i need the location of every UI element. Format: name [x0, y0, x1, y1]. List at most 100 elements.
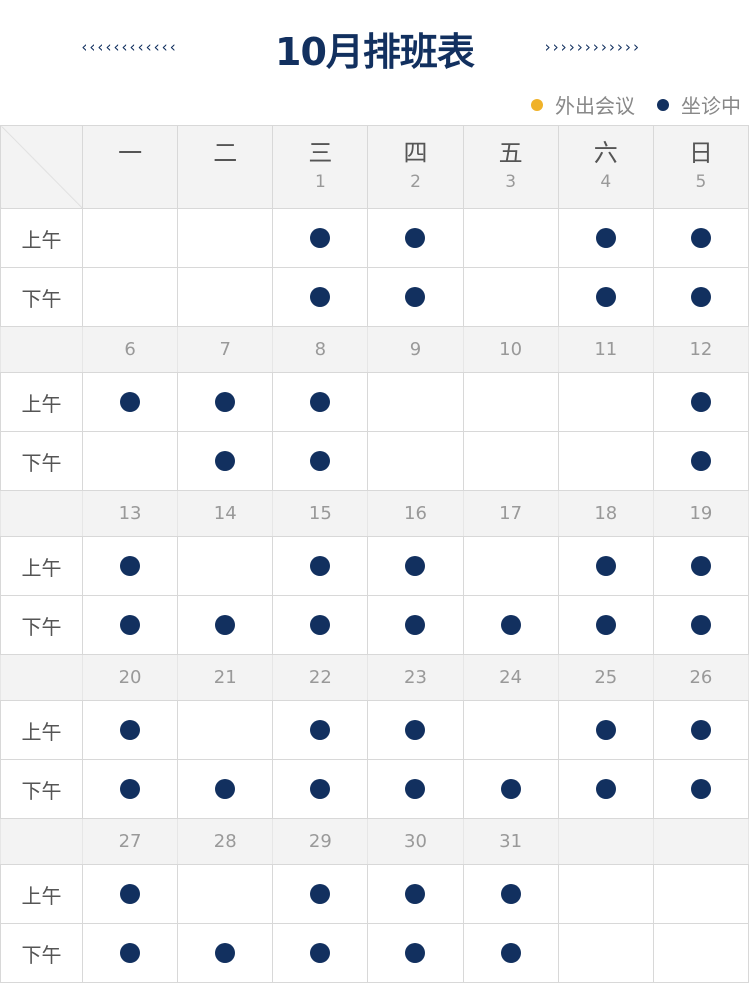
date-label: 13	[81, 490, 179, 537]
date-label: 16	[367, 490, 464, 537]
date-label: 25	[557, 654, 654, 701]
schedule-cell	[652, 700, 749, 760]
schedule-cell	[367, 431, 464, 491]
schedule-cell	[177, 700, 274, 760]
date-label: 10	[462, 326, 559, 373]
on-duty-dot-icon	[595, 779, 616, 800]
slot-row-am: 上午	[0, 700, 749, 760]
date-label: 7	[177, 326, 274, 373]
date-label	[83, 168, 177, 196]
chevron-right-decor-icon: ››››››››››››	[543, 38, 640, 56]
weekday-label: 三	[308, 139, 333, 167]
slot-row-pm: 下午	[0, 923, 749, 983]
date-label: 29	[272, 818, 369, 865]
schedule-cell	[652, 267, 749, 327]
schedule-cell	[367, 700, 464, 760]
date-row: 27 28 29 30 31	[0, 818, 749, 865]
weekday-header: 二	[177, 125, 274, 209]
on-duty-dot-icon	[310, 884, 331, 905]
on-duty-dot-icon	[405, 779, 426, 800]
schedule-cell	[462, 372, 559, 432]
slot-label: 下午	[0, 595, 83, 655]
date-label: 26	[652, 654, 749, 701]
date-label: 4	[600, 172, 612, 192]
schedule-cell	[272, 864, 369, 924]
legend-meeting: 外出会议	[555, 94, 635, 118]
date-label: 14	[177, 490, 274, 537]
on-duty-dot-icon	[120, 720, 141, 741]
schedule-cell	[462, 595, 559, 655]
slot-label: 上午	[0, 372, 83, 432]
slot-label: 下午	[0, 923, 83, 983]
legend: 外出会议 坐诊中	[509, 90, 741, 119]
schedule-cell	[81, 759, 179, 819]
slot-row-am: 上午	[0, 208, 749, 268]
schedule-cell	[652, 208, 749, 268]
schedule-cell	[367, 536, 464, 596]
schedule-cell	[81, 864, 179, 924]
schedule-cell	[652, 595, 749, 655]
date-row-label	[0, 818, 83, 865]
schedule-cell	[557, 372, 654, 432]
on-duty-dot-icon	[595, 720, 616, 741]
on-duty-dot-icon	[120, 884, 141, 905]
date-label: 27	[81, 818, 179, 865]
on-duty-dot-icon	[595, 556, 616, 577]
on-duty-dot-icon	[215, 779, 236, 800]
date-label: 9	[367, 326, 464, 373]
on-duty-dot-icon	[310, 779, 331, 800]
schedule-cell	[557, 208, 654, 268]
slot-row-pm: 下午	[0, 431, 749, 491]
on-duty-dot-icon	[690, 392, 711, 413]
on-duty-dot-icon	[690, 451, 711, 472]
weekday-label: 二	[213, 139, 238, 167]
date-row: 20 21 22 23 24 25 26	[0, 654, 749, 701]
date-label: 22	[272, 654, 369, 701]
schedule-cell	[367, 208, 464, 268]
header: ‹‹‹‹‹‹‹‹‹‹‹‹ 10月排班表 ››››››››››››	[0, 24, 749, 80]
on-duty-dot-icon	[310, 451, 331, 472]
on-duty-dot-icon	[690, 720, 711, 741]
schedule-cell	[462, 267, 559, 327]
schedule-cell	[367, 267, 464, 327]
on-duty-dot-icon	[215, 392, 236, 413]
schedule-cell	[462, 431, 559, 491]
schedule-cell	[462, 923, 559, 983]
legend-on-duty: 坐诊中	[681, 94, 741, 118]
slot-row-am: 上午	[0, 864, 749, 924]
date-label: 15	[272, 490, 369, 537]
date-label: 2	[410, 172, 421, 192]
schedule-cell	[557, 431, 654, 491]
on-duty-dot-icon	[690, 556, 711, 577]
slot-label: 上午	[0, 864, 83, 924]
on-duty-dot-icon	[405, 943, 426, 964]
schedule-cell	[462, 208, 559, 268]
schedule-cell	[81, 700, 179, 760]
schedule-cell	[652, 536, 749, 596]
on-duty-dot-icon	[310, 228, 331, 249]
date-label: 21	[177, 654, 274, 701]
weekday-label: 日	[688, 139, 713, 167]
date-label: 12	[652, 326, 749, 373]
on-duty-dot-icon	[120, 779, 141, 800]
schedule-cell	[462, 759, 559, 819]
schedule-cell	[557, 595, 654, 655]
date-label: 6	[81, 326, 179, 373]
schedule-cell	[272, 923, 369, 983]
on-duty-dot-icon	[310, 287, 331, 308]
weekday-label: 六	[593, 139, 618, 167]
schedule-cell	[367, 864, 464, 924]
on-duty-dot-icon	[310, 615, 331, 636]
on-duty-dot-icon	[310, 720, 331, 741]
schedule-cell	[272, 759, 369, 819]
schedule-cell	[81, 208, 179, 268]
dot-icon	[657, 98, 669, 111]
schedule-cell	[462, 536, 559, 596]
schedule-cell	[557, 759, 654, 819]
on-duty-dot-icon	[690, 779, 711, 800]
on-duty-dot-icon	[310, 943, 331, 964]
on-duty-dot-icon	[595, 287, 616, 308]
slot-row-pm: 下午	[0, 267, 749, 327]
schedule-cell	[272, 431, 369, 491]
